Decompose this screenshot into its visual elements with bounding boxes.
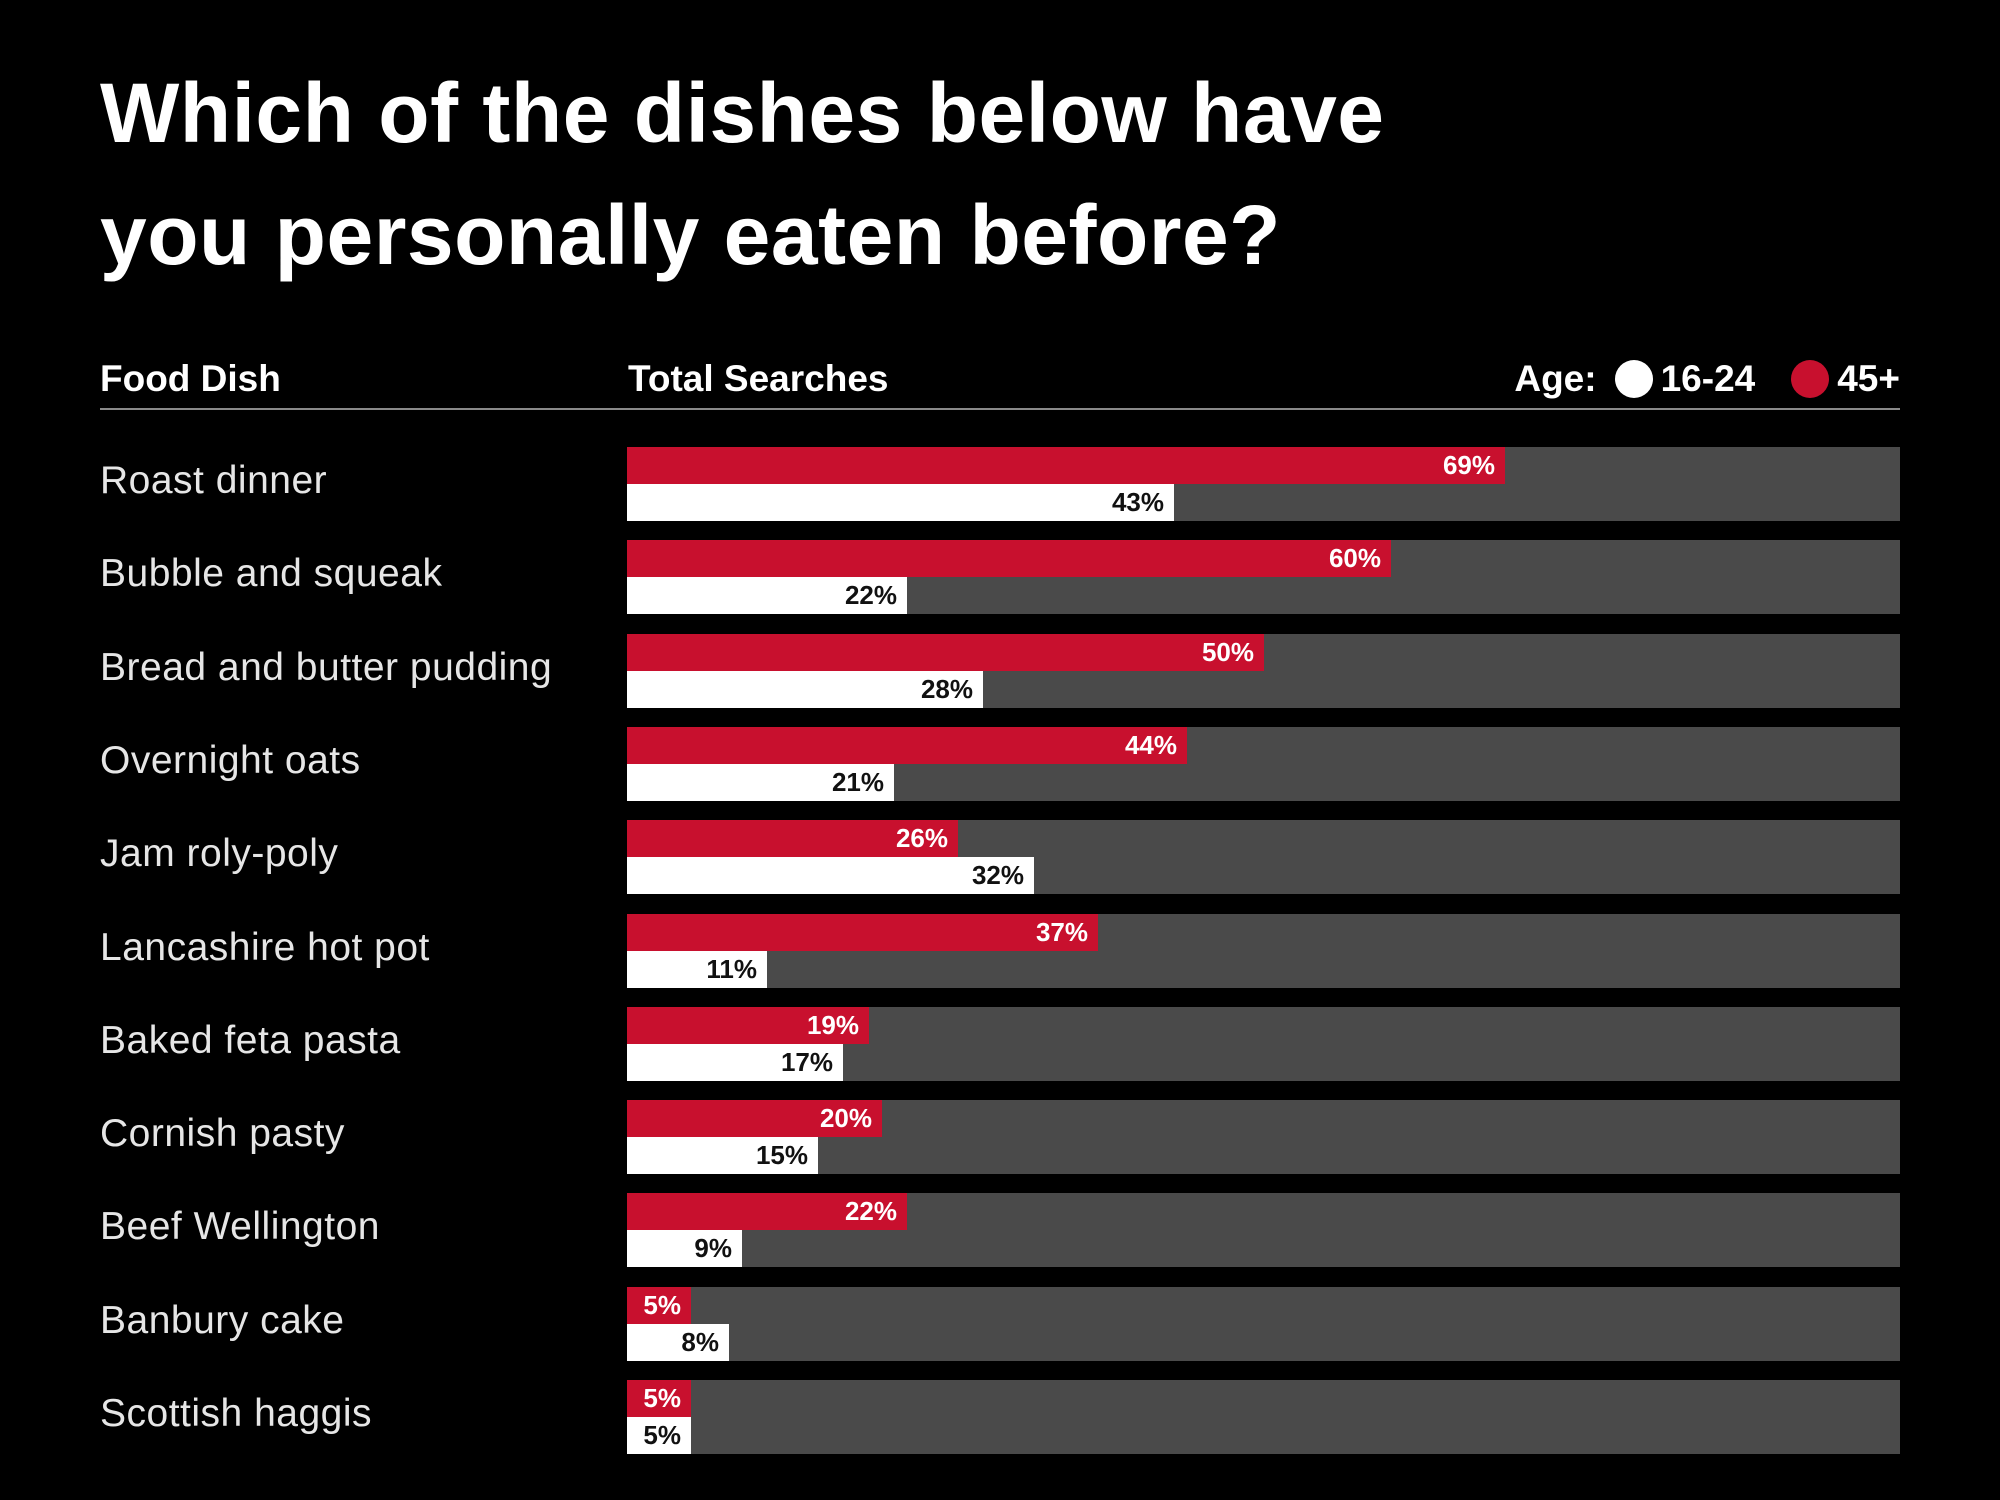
bar-45-plus <box>627 1193 907 1230</box>
value-label-45-plus: 37% <box>1035 917 1088 947</box>
bar-16-24 <box>627 1137 818 1174</box>
bar-16-24 <box>627 484 1174 521</box>
bar-45-plus <box>627 634 1264 671</box>
value-label-45-plus: 44% <box>1124 730 1177 760</box>
legend-age-label: Age: <box>1514 358 1597 399</box>
row-label: Lancashire hot pot <box>100 926 430 969</box>
row-label: Scottish haggis <box>100 1392 372 1435</box>
value-label-45-plus: 50% <box>1201 637 1254 667</box>
value-label-16-24: 5% <box>643 1420 681 1450</box>
bar-45-plus <box>627 540 1391 577</box>
row-label: Bubble and squeak <box>100 552 443 595</box>
row-label: Bread and butter pudding <box>100 646 553 689</box>
value-label-45-plus: 5% <box>643 1290 681 1320</box>
chart-title-line-1: Which of the dishes below have <box>100 66 1385 160</box>
legend: Age: 16-24 45+ <box>1514 358 1900 400</box>
legend-label-45-plus: 45+ <box>1837 358 1900 399</box>
bar-16-24 <box>627 951 767 988</box>
chart-title: Which of the dishes below have you perso… <box>100 52 1500 296</box>
row-label: Baked feta pasta <box>100 1019 401 1062</box>
value-label-45-plus: 5% <box>643 1383 681 1413</box>
bar-45-plus <box>627 1287 691 1324</box>
value-label-16-24: 22% <box>844 580 897 610</box>
bar-16-24 <box>627 671 983 708</box>
value-label-16-24: 9% <box>694 1233 732 1263</box>
bar-45-plus <box>627 1100 882 1137</box>
value-label-16-24: 32% <box>971 860 1024 890</box>
chart-title-line-2: you personally eaten before? <box>100 188 1281 282</box>
bar-track <box>627 1380 1900 1454</box>
legend-dot-45-plus-icon <box>1791 360 1830 398</box>
value-label-16-24: 8% <box>681 1327 719 1357</box>
total-searches-header: Total Searches <box>628 358 889 399</box>
value-label-45-plus: 60% <box>1328 543 1381 573</box>
row-label: Beef Wellington <box>100 1205 380 1248</box>
row-label: Banbury cake <box>100 1299 345 1342</box>
bar-16-24 <box>627 1044 843 1081</box>
bar-16-24 <box>627 1230 742 1267</box>
value-label-16-24: 43% <box>1111 487 1164 517</box>
bar-16-24 <box>627 764 894 801</box>
value-label-16-24: 17% <box>780 1047 833 1077</box>
bar-16-24 <box>627 857 1034 894</box>
value-label-16-24: 21% <box>831 767 884 797</box>
bar-track <box>627 1287 1900 1361</box>
value-label-45-plus: 26% <box>895 823 948 853</box>
legend-label-16-24: 16-24 <box>1660 358 1756 399</box>
legend-item-45-plus: 45+ <box>1773 358 1900 400</box>
value-label-16-24: 15% <box>755 1140 808 1170</box>
row-label: Jam roly-poly <box>100 832 339 875</box>
value-label-16-24: 11% <box>706 954 757 984</box>
bar-16-24 <box>627 1417 691 1454</box>
row-label: Cornish pasty <box>100 1112 345 1155</box>
food-dish-header: Food Dish <box>100 358 281 399</box>
table-header: Food Dish Total Searches Age: 16-24 45+ <box>100 352 1900 410</box>
bar-45-plus <box>627 820 958 857</box>
bar-16-24 <box>627 1324 729 1361</box>
bar-45-plus <box>627 914 1098 951</box>
value-label-45-plus: 20% <box>819 1103 872 1133</box>
bar-16-24 <box>627 577 907 614</box>
row-label: Roast dinner <box>100 459 328 502</box>
bar-45-plus <box>627 727 1187 764</box>
value-label-45-plus: 19% <box>806 1010 859 1040</box>
value-label-45-plus: 69% <box>1442 450 1495 480</box>
value-label-45-plus: 22% <box>844 1196 897 1226</box>
legend-dot-16-24-icon <box>1614 360 1653 398</box>
bar-45-plus <box>627 1380 691 1417</box>
row-label: Overnight oats <box>100 739 361 782</box>
bar-45-plus <box>627 1007 869 1044</box>
legend-item-16-24: 16-24 <box>1597 358 1756 400</box>
value-label-16-24: 28% <box>920 674 973 704</box>
bar-45-plus <box>627 447 1505 484</box>
